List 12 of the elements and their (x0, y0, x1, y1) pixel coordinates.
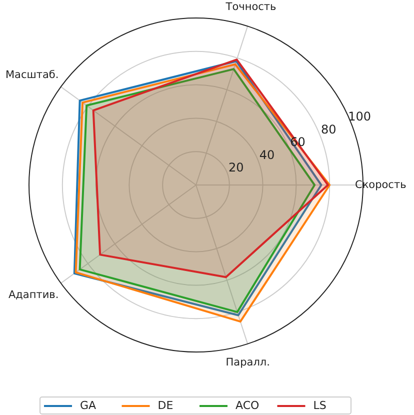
spoke-label: Масштаб. (5, 68, 59, 81)
y-tick-label: 100 (348, 110, 371, 124)
spoke-label: Паралл. (226, 356, 270, 369)
y-tick-label: 80 (321, 122, 336, 136)
spoke-label: Адаптив. (8, 288, 59, 301)
legend-label: LS (313, 399, 326, 412)
spoke-label: Точность (224, 1, 276, 14)
y-tick-label: 40 (259, 148, 275, 162)
legend-label: DE (158, 399, 174, 412)
y-tick-label: 20 (228, 160, 244, 175)
legend-label: ACO (236, 399, 260, 412)
legend-label: GA (80, 399, 97, 412)
